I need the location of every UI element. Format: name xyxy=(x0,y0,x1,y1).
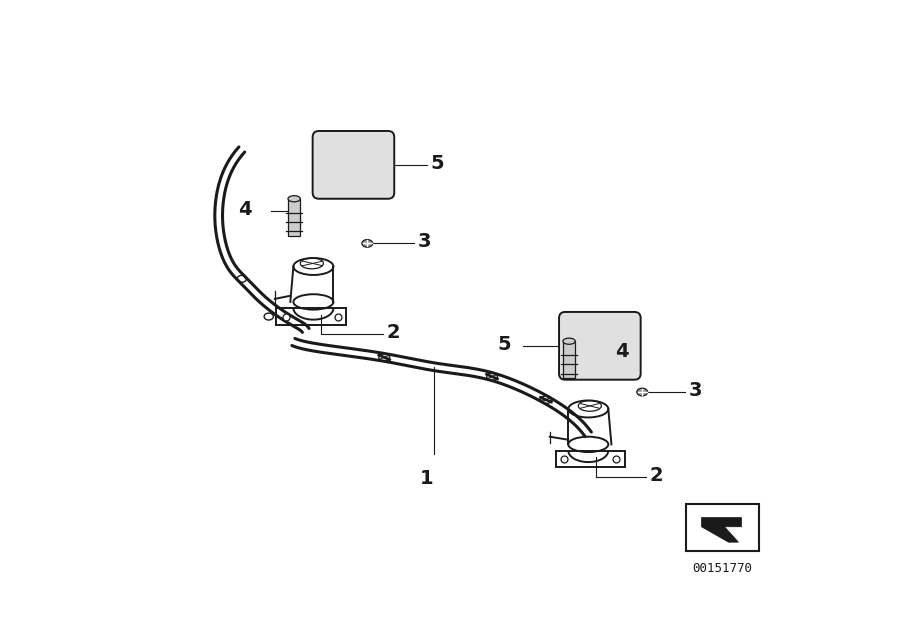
Text: 1: 1 xyxy=(419,469,434,488)
Polygon shape xyxy=(701,518,742,542)
Ellipse shape xyxy=(562,338,575,344)
Text: 4: 4 xyxy=(616,342,629,361)
Text: 5: 5 xyxy=(498,335,511,354)
Bar xyxy=(562,341,575,378)
Bar xyxy=(288,198,301,236)
FancyBboxPatch shape xyxy=(312,131,394,198)
Text: 2: 2 xyxy=(650,466,663,485)
Bar xyxy=(686,504,760,551)
Text: 3: 3 xyxy=(418,232,431,251)
Text: 4: 4 xyxy=(238,200,252,219)
Ellipse shape xyxy=(637,388,648,396)
Text: 5: 5 xyxy=(430,154,444,173)
FancyBboxPatch shape xyxy=(559,312,641,380)
Text: 00151770: 00151770 xyxy=(693,562,752,575)
Ellipse shape xyxy=(288,196,301,202)
Text: 3: 3 xyxy=(688,381,702,400)
Text: 2: 2 xyxy=(387,323,400,342)
Ellipse shape xyxy=(362,240,373,247)
